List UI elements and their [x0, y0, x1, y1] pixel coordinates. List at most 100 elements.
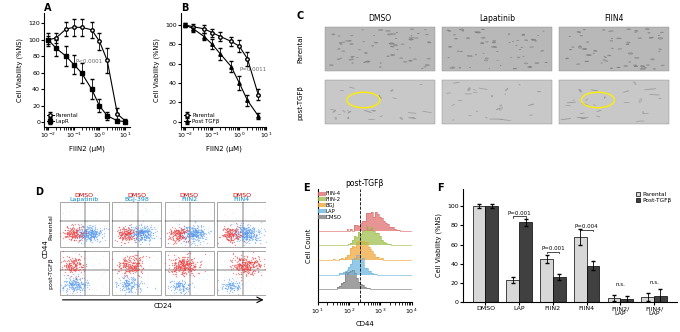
Point: [219, 282, 230, 287]
Point: [221, 234, 232, 239]
Point: [222, 232, 233, 238]
Point: [178, 270, 189, 275]
Point: [222, 231, 233, 236]
Point: [136, 202, 147, 207]
Point: [238, 230, 249, 235]
Title: post-TGFβ: post-TGFβ: [345, 179, 384, 188]
Point: [226, 221, 237, 227]
Point: [141, 234, 152, 240]
Point: [80, 228, 91, 234]
Ellipse shape: [580, 35, 583, 36]
Point: [132, 231, 143, 236]
Point: [117, 271, 128, 276]
Point: [69, 286, 80, 291]
Point: [70, 279, 81, 285]
Ellipse shape: [347, 110, 349, 112]
Ellipse shape: [475, 32, 481, 33]
Point: [122, 256, 133, 261]
Point: [235, 268, 245, 273]
Ellipse shape: [644, 89, 656, 90]
Point: [226, 276, 237, 281]
Point: [86, 231, 97, 236]
Point: [224, 234, 235, 239]
Point: [61, 264, 71, 269]
Point: [116, 234, 127, 239]
Point: [192, 243, 203, 248]
Point: [240, 235, 251, 240]
Point: [183, 263, 194, 269]
Point: [136, 228, 147, 234]
Point: [71, 237, 82, 242]
Point: [189, 267, 200, 272]
Point: [196, 233, 207, 238]
Point: [67, 224, 78, 229]
Point: [237, 224, 248, 230]
Point: [220, 229, 231, 234]
Point: [220, 226, 231, 231]
Point: [184, 264, 195, 269]
Ellipse shape: [350, 35, 353, 36]
Point: [136, 266, 147, 272]
Point: [135, 287, 146, 292]
Point: [227, 232, 238, 237]
Point: [222, 231, 233, 237]
Point: [177, 283, 188, 289]
Point: [175, 230, 186, 235]
Point: [67, 233, 78, 238]
Ellipse shape: [519, 49, 521, 50]
Point: [185, 264, 196, 269]
Point: [75, 234, 86, 239]
Point: [81, 263, 92, 268]
Point: [237, 233, 248, 238]
Point: [233, 256, 244, 261]
Point: [78, 269, 89, 274]
Point: [237, 266, 248, 272]
Point: [254, 256, 265, 261]
Point: [145, 233, 156, 238]
Point: [178, 273, 189, 279]
Point: [228, 263, 239, 268]
Point: [224, 231, 235, 237]
Point: [243, 263, 254, 268]
Point: [237, 258, 248, 263]
Point: [92, 229, 103, 235]
Point: [233, 214, 243, 220]
Point: [244, 265, 255, 270]
Point: [240, 257, 251, 262]
Point: [181, 235, 192, 240]
Point: [129, 225, 140, 230]
Point: [165, 285, 175, 290]
Point: [143, 241, 154, 246]
Point: [171, 255, 182, 261]
Point: [173, 255, 184, 260]
Point: [243, 263, 254, 268]
Point: [54, 289, 65, 294]
Ellipse shape: [508, 34, 510, 35]
Point: [170, 259, 181, 265]
Point: [70, 263, 81, 268]
Point: [186, 257, 197, 262]
Point: [237, 261, 248, 266]
Point: [99, 226, 109, 231]
Point: [249, 226, 260, 232]
Point: [170, 227, 181, 232]
Point: [182, 257, 192, 262]
Point: [191, 229, 202, 235]
Point: [228, 237, 239, 243]
Point: [239, 229, 250, 235]
Point: [69, 280, 80, 285]
Point: [64, 278, 75, 284]
Point: [128, 277, 139, 282]
Point: [75, 209, 86, 215]
Point: [223, 226, 234, 231]
Point: [190, 290, 201, 295]
Point: [134, 228, 145, 233]
Point: [133, 261, 144, 266]
Point: [85, 230, 96, 235]
Bar: [607, 298, 620, 302]
Point: [95, 262, 106, 267]
Point: [118, 275, 129, 280]
Point: [75, 232, 86, 238]
Point: [82, 280, 93, 286]
Point: [73, 233, 84, 238]
